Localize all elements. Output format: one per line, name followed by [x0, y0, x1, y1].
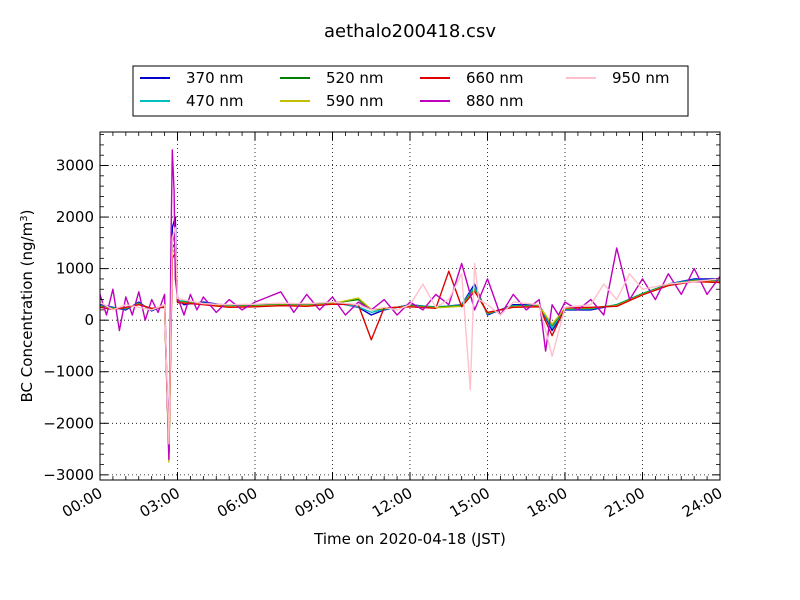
- x-tick-label: 21:00: [602, 484, 648, 521]
- y-tick-label: 1000: [56, 260, 94, 278]
- ticks: [99, 132, 721, 480]
- x-tick-label: 06:00: [214, 484, 260, 521]
- x-axis-label: Time on 2020-04-18 (JST): [313, 530, 506, 548]
- y-tick-labels: −3000 −2000 −1000 0 1000 2000 3000: [43, 157, 94, 484]
- x-tick-label: 03:00: [137, 484, 183, 521]
- x-tick-label: 09:00: [292, 484, 338, 521]
- x-tick-label: 00:00: [59, 484, 105, 521]
- grid: [100, 132, 720, 480]
- x-tick-label: 15:00: [447, 484, 493, 521]
- legend-label: 660 nm: [466, 69, 524, 87]
- legend-label: 470 nm: [186, 92, 244, 110]
- y-tick-label: −1000: [43, 363, 94, 381]
- legend-label: 880 nm: [466, 92, 524, 110]
- legend-label: 950 nm: [612, 69, 670, 87]
- y-axis-label: BC Concentration (ng/m3): [18, 210, 36, 403]
- y-axis-label-sup: 3: [19, 215, 30, 221]
- y-tick-label: 2000: [56, 208, 94, 226]
- legend-label: 520 nm: [326, 69, 384, 87]
- y-tick-label: −3000: [43, 466, 94, 484]
- y-axis-label-end: ): [18, 210, 36, 216]
- legend: 370 nm 470 nm 520 nm 590 nm 660 nm 880 nm 950 …: [132, 65, 689, 117]
- chart-title: aethalo200418.csv: [324, 21, 496, 42]
- x-tick-labels: 00:00 03:00 06:00 09:00 12:00 15:00 18:00 21:00…: [59, 484, 725, 521]
- y-tick-label: −2000: [43, 414, 94, 432]
- legend-box: [132, 65, 689, 117]
- y-tick-label: 3000: [56, 157, 94, 175]
- legend-label: 370 nm: [186, 69, 244, 87]
- x-tick-label: 24:00: [679, 484, 725, 521]
- y-tick-label: 0: [84, 311, 94, 329]
- legend-label: 590 nm: [326, 92, 384, 110]
- y-axis-label-main: BC Concentration (ng/m: [18, 222, 36, 403]
- x-tick-label: 12:00: [369, 484, 415, 521]
- series-line-950-nm: [99, 226, 721, 445]
- x-tick-label: 18:00: [524, 484, 570, 521]
- series-layer: [99, 149, 721, 463]
